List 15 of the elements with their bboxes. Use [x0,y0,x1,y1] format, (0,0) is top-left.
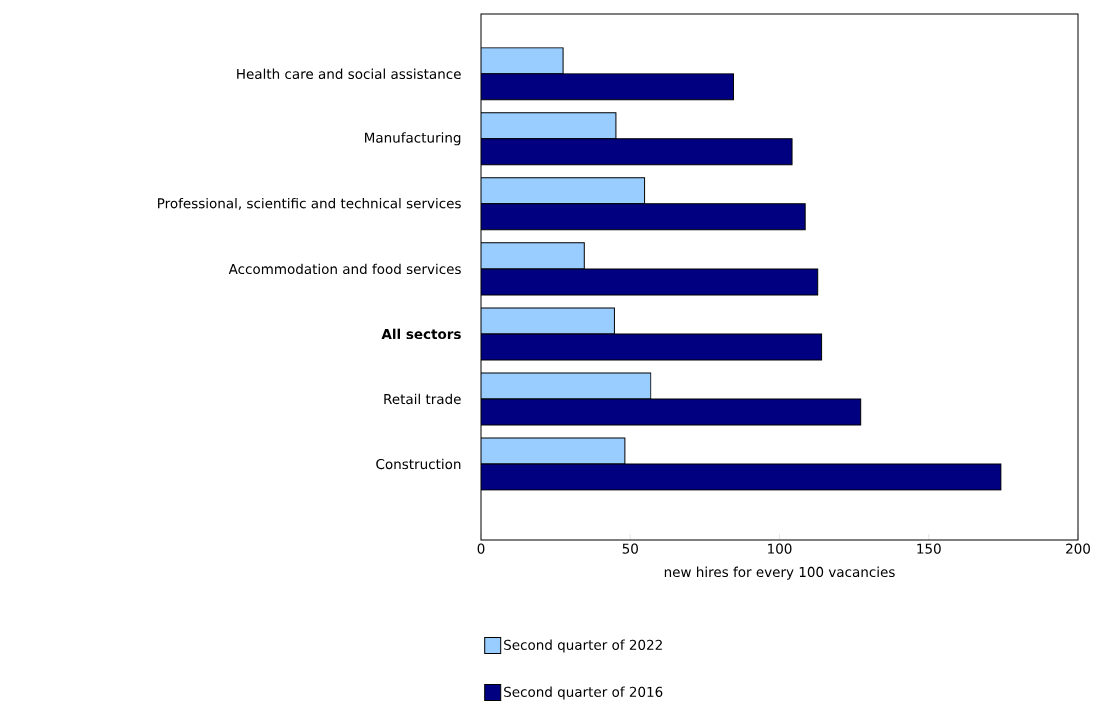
y-tick-label: Manufacturing [365,132,461,146]
y-tick-label: Retail trade [384,393,461,405]
y-tick-label: Construction [376,458,461,470]
legend-label: Second quarter of 2016 [504,686,663,700]
x-tick-label: 0 [477,543,485,554]
x-axis-title: new hires for every 100 vacancies [664,566,895,580]
y-tick-label: All sectors [381,328,461,340]
x-tick-label: 150 [917,543,941,554]
x-tick-label: 50 [622,543,638,554]
x-tick-label: 100 [768,543,792,554]
x-tick-label: 200 [1066,543,1090,554]
y-tick-label: Health care and social assistance [237,68,461,80]
y-tick-label: Professional, scientific and technical services [158,197,461,210]
y-tick-label: Accommodation and food services [228,263,461,275]
legend-label: Second quarter of 2022 [504,639,662,653]
